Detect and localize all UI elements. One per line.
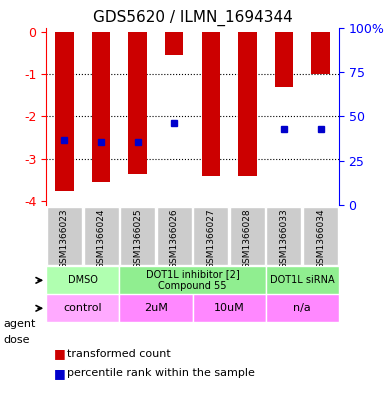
Bar <box>165 32 183 55</box>
Text: percentile rank within the sample: percentile rank within the sample <box>67 368 255 378</box>
Text: GSM1366033: GSM1366033 <box>280 208 288 269</box>
FancyBboxPatch shape <box>47 207 82 265</box>
Text: ■: ■ <box>54 367 66 380</box>
Text: GSM1366023: GSM1366023 <box>60 208 69 269</box>
Text: GSM1366027: GSM1366027 <box>206 208 215 269</box>
FancyBboxPatch shape <box>230 207 265 265</box>
Text: DMSO: DMSO <box>68 275 98 285</box>
Bar <box>119 266 266 294</box>
Bar <box>311 32 330 74</box>
Bar <box>129 32 147 174</box>
Bar <box>46 294 119 322</box>
Text: transformed count: transformed count <box>67 349 171 359</box>
Text: dose: dose <box>4 335 30 345</box>
Text: GSM1366025: GSM1366025 <box>133 208 142 269</box>
Bar <box>275 32 293 87</box>
Bar <box>266 294 339 322</box>
FancyBboxPatch shape <box>266 207 301 265</box>
FancyBboxPatch shape <box>157 207 192 265</box>
Text: DOT1L siRNA: DOT1L siRNA <box>270 275 335 285</box>
Title: GDS5620 / ILMN_1694344: GDS5620 / ILMN_1694344 <box>93 10 292 26</box>
Bar <box>46 266 119 294</box>
Text: ■: ■ <box>54 347 66 360</box>
Text: DOT1L inhibitor [2]
Compound 55: DOT1L inhibitor [2] Compound 55 <box>146 270 239 291</box>
FancyBboxPatch shape <box>193 207 228 265</box>
Text: control: control <box>64 303 102 313</box>
Text: n/a: n/a <box>293 303 311 313</box>
Text: agent: agent <box>4 319 36 329</box>
Bar <box>202 32 220 176</box>
Text: GSM1366034: GSM1366034 <box>316 208 325 269</box>
Text: 2uM: 2uM <box>144 303 168 313</box>
Bar <box>92 32 110 182</box>
Text: GSM1366024: GSM1366024 <box>97 208 105 269</box>
Bar <box>55 32 74 191</box>
FancyBboxPatch shape <box>84 207 119 265</box>
Text: GSM1366028: GSM1366028 <box>243 208 252 269</box>
FancyBboxPatch shape <box>120 207 155 265</box>
Bar <box>238 32 256 176</box>
Bar <box>266 266 339 294</box>
Bar <box>192 294 266 322</box>
Text: 10uM: 10uM <box>214 303 244 313</box>
Bar <box>119 294 192 322</box>
FancyBboxPatch shape <box>303 207 338 265</box>
Text: GSM1366026: GSM1366026 <box>170 208 179 269</box>
